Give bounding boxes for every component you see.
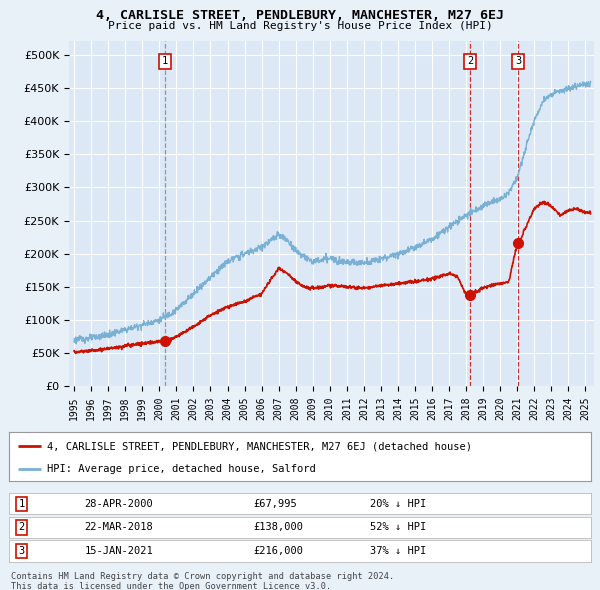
Text: 2: 2 bbox=[19, 523, 25, 532]
Text: This data is licensed under the Open Government Licence v3.0.: This data is licensed under the Open Gov… bbox=[11, 582, 331, 590]
Text: 4, CARLISLE STREET, PENDLEBURY, MANCHESTER, M27 6EJ (detached house): 4, CARLISLE STREET, PENDLEBURY, MANCHEST… bbox=[47, 441, 472, 451]
Text: £138,000: £138,000 bbox=[253, 523, 304, 532]
Text: 1: 1 bbox=[161, 56, 168, 66]
Text: 15-JAN-2021: 15-JAN-2021 bbox=[85, 546, 154, 556]
Text: Price paid vs. HM Land Registry's House Price Index (HPI): Price paid vs. HM Land Registry's House … bbox=[107, 21, 493, 31]
Text: 3: 3 bbox=[515, 56, 521, 66]
Text: Contains HM Land Registry data © Crown copyright and database right 2024.: Contains HM Land Registry data © Crown c… bbox=[11, 572, 394, 581]
Text: HPI: Average price, detached house, Salford: HPI: Average price, detached house, Salf… bbox=[47, 464, 316, 474]
Text: 2: 2 bbox=[467, 56, 473, 66]
Text: 1: 1 bbox=[19, 499, 25, 509]
Text: 3: 3 bbox=[19, 546, 25, 556]
Text: 20% ↓ HPI: 20% ↓ HPI bbox=[370, 499, 426, 509]
Text: 37% ↓ HPI: 37% ↓ HPI bbox=[370, 546, 426, 556]
Text: 52% ↓ HPI: 52% ↓ HPI bbox=[370, 523, 426, 532]
Text: £67,995: £67,995 bbox=[253, 499, 297, 509]
Text: 4, CARLISLE STREET, PENDLEBURY, MANCHESTER, M27 6EJ: 4, CARLISLE STREET, PENDLEBURY, MANCHEST… bbox=[96, 9, 504, 22]
Text: £216,000: £216,000 bbox=[253, 546, 304, 556]
Text: 28-APR-2000: 28-APR-2000 bbox=[85, 499, 154, 509]
Text: 22-MAR-2018: 22-MAR-2018 bbox=[85, 523, 154, 532]
